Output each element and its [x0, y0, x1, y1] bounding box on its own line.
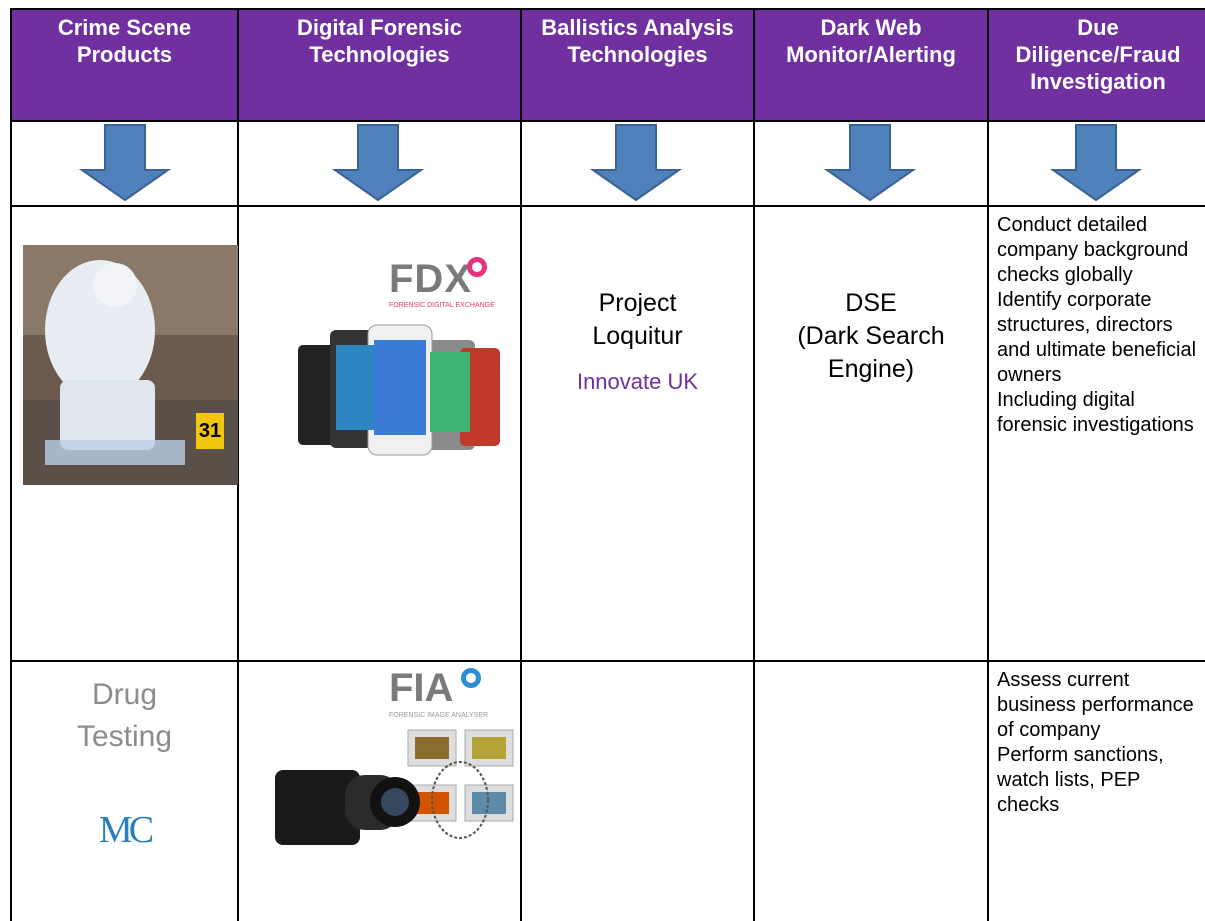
header-cell: Ballistics Analysis Technologies [520, 8, 753, 120]
ballistics-cell: Project Loquitur Innovate UK [522, 287, 753, 395]
column-header: Due Diligence/Fraud Investigation [1015, 15, 1181, 94]
cell [753, 120, 987, 205]
header-cell: Due Diligence/Fraud Investigation [987, 8, 1205, 120]
cell: FDX FORENSIC DIGITAL EXCHANGE [237, 205, 520, 660]
fdx-logo: FDX [389, 257, 472, 301]
due-diligence-item: Perform sanctions, watch lists, PEP chec… [997, 744, 1164, 816]
fdx-tagline: FORENSIC DIGITAL EXCHANGE [389, 302, 495, 309]
cell: Conduct detailed company background chec… [987, 205, 1205, 660]
fdx-logo-mark [467, 257, 487, 277]
dark-web-cell: DSE (Dark Search Engine) [755, 287, 987, 386]
header-cell: Dark Web Monitor/Alerting [753, 8, 987, 120]
mc-logo: MC [98, 809, 154, 851]
evidence-marker: 31 [199, 420, 221, 442]
cell: FIA FORENSIC IMAGE ANALYSER [237, 660, 520, 921]
due-diligence-list: Conduct detailed company background chec… [989, 207, 1205, 444]
camera-image [275, 729, 514, 845]
arrow [589, 124, 683, 202]
project-name: Project Loquitur [592, 289, 683, 350]
arrow [823, 124, 917, 202]
cell: Drug Testing MC [10, 660, 237, 921]
due-diligence-item: Identify corporate structures, directors… [997, 289, 1197, 386]
crime-scene-photo: 31 [23, 245, 238, 485]
cell [237, 120, 520, 205]
column-header: Ballistics Analysis Technologies [541, 15, 734, 67]
cell [753, 660, 987, 921]
cell [520, 120, 753, 205]
due-diligence-item: Assess current business performance of c… [997, 669, 1194, 741]
phones-image [298, 324, 500, 456]
dark-web-text: (Dark Search Engine) [797, 322, 945, 383]
cell: Project Loquitur Innovate UK [520, 205, 753, 660]
arrow [1049, 124, 1143, 202]
column-header: Crime Scene Products [57, 15, 192, 67]
drug-testing-cell: Drug Testing MC [12, 674, 237, 852]
cell [987, 120, 1205, 205]
due-diligence-item: Including digital forensic investigation… [997, 389, 1194, 436]
due-diligence-list: Assess current business performance of c… [989, 662, 1205, 824]
fia-logo: FIA [389, 666, 454, 710]
cell: DSE (Dark Search Engine) [753, 205, 987, 660]
column-header: Dark Web Monitor/Alerting [786, 15, 956, 67]
fia-tagline: FORENSIC IMAGE ANALYSER [389, 712, 489, 719]
arrow [78, 124, 172, 202]
cell [10, 205, 237, 660]
dark-web-text: DSE [845, 289, 897, 317]
column-header: Digital Forensic Technologies [296, 15, 463, 67]
drug-testing: Drug Testing [76, 678, 173, 753]
cell [10, 120, 237, 205]
partner-logo: Innovate UK [576, 369, 699, 394]
arrow [331, 124, 425, 202]
cell: Assess current business performance of c… [987, 660, 1205, 921]
header-cell: Digital Forensic Technologies [237, 8, 520, 120]
fia-logo-mark [461, 668, 481, 688]
cell [520, 660, 753, 921]
header-cell: Crime Scene Products [10, 8, 237, 120]
due-diligence-item: Conduct detailed company background chec… [997, 214, 1189, 286]
